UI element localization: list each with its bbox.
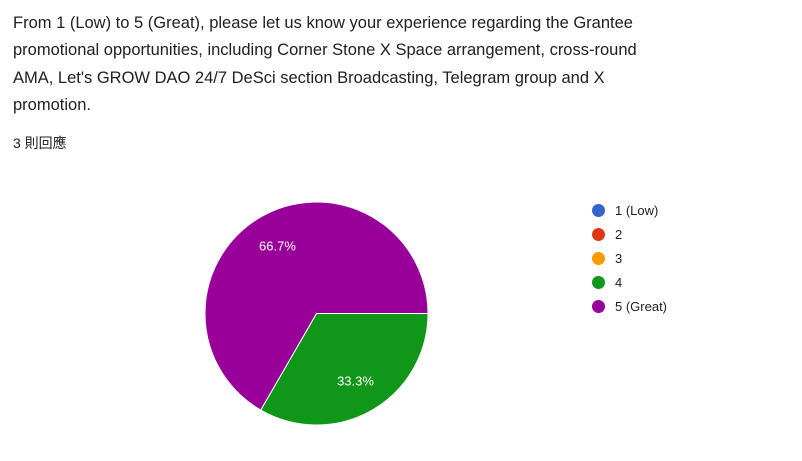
pie-chart: 33.3% 66.7%: [204, 201, 429, 426]
pie-slice-label: 66.7%: [259, 238, 296, 253]
legend-item: 1 (Low): [592, 198, 667, 222]
legend-label: 4: [615, 274, 623, 290]
question-title-line: From 1 (Low) to 5 (Great), please let us…: [13, 14, 633, 32]
legend-label: 1 (Low): [615, 202, 659, 218]
legend-item: 4: [592, 270, 667, 294]
pie-slice[interactable]: [204, 201, 429, 411]
legend-color-dot-icon: [592, 275, 605, 289]
chart-legend: 1 (Low) 2 3 4 5 (Great): [592, 198, 667, 318]
legend-item: 2: [592, 222, 667, 246]
legend-label: 3: [615, 250, 623, 266]
pie-slice-label: 33.3%: [337, 374, 374, 389]
question-title: From 1 (Low) to 5 (Great), please let us…: [13, 10, 786, 119]
pie-chart-area: 33.3% 66.7% 1 (Low) 2 3 4 5 (Great): [0, 170, 802, 461]
legend-color-dot-icon: [592, 299, 605, 313]
legend-label: 2: [615, 226, 623, 242]
pie-slice[interactable]: [260, 313, 429, 426]
legend-label: 5 (Great): [615, 298, 668, 314]
legend-item: 3: [592, 246, 667, 270]
legend-color-dot-icon: [592, 227, 605, 241]
question-block: From 1 (Low) to 5 (Great), please let us…: [0, 0, 802, 152]
question-title-line: promotional opportunities, including Cor…: [13, 41, 637, 60]
legend-item: 5 (Great): [592, 294, 667, 318]
legend-color-dot-icon: [592, 203, 605, 217]
legend-color-dot-icon: [592, 251, 605, 265]
response-count: 3 則回應: [13, 135, 67, 152]
question-title-line: promotion.: [13, 95, 91, 114]
question-title-line: AMA, Let's GROW DAO 24/7 DeSci section B…: [13, 68, 605, 87]
